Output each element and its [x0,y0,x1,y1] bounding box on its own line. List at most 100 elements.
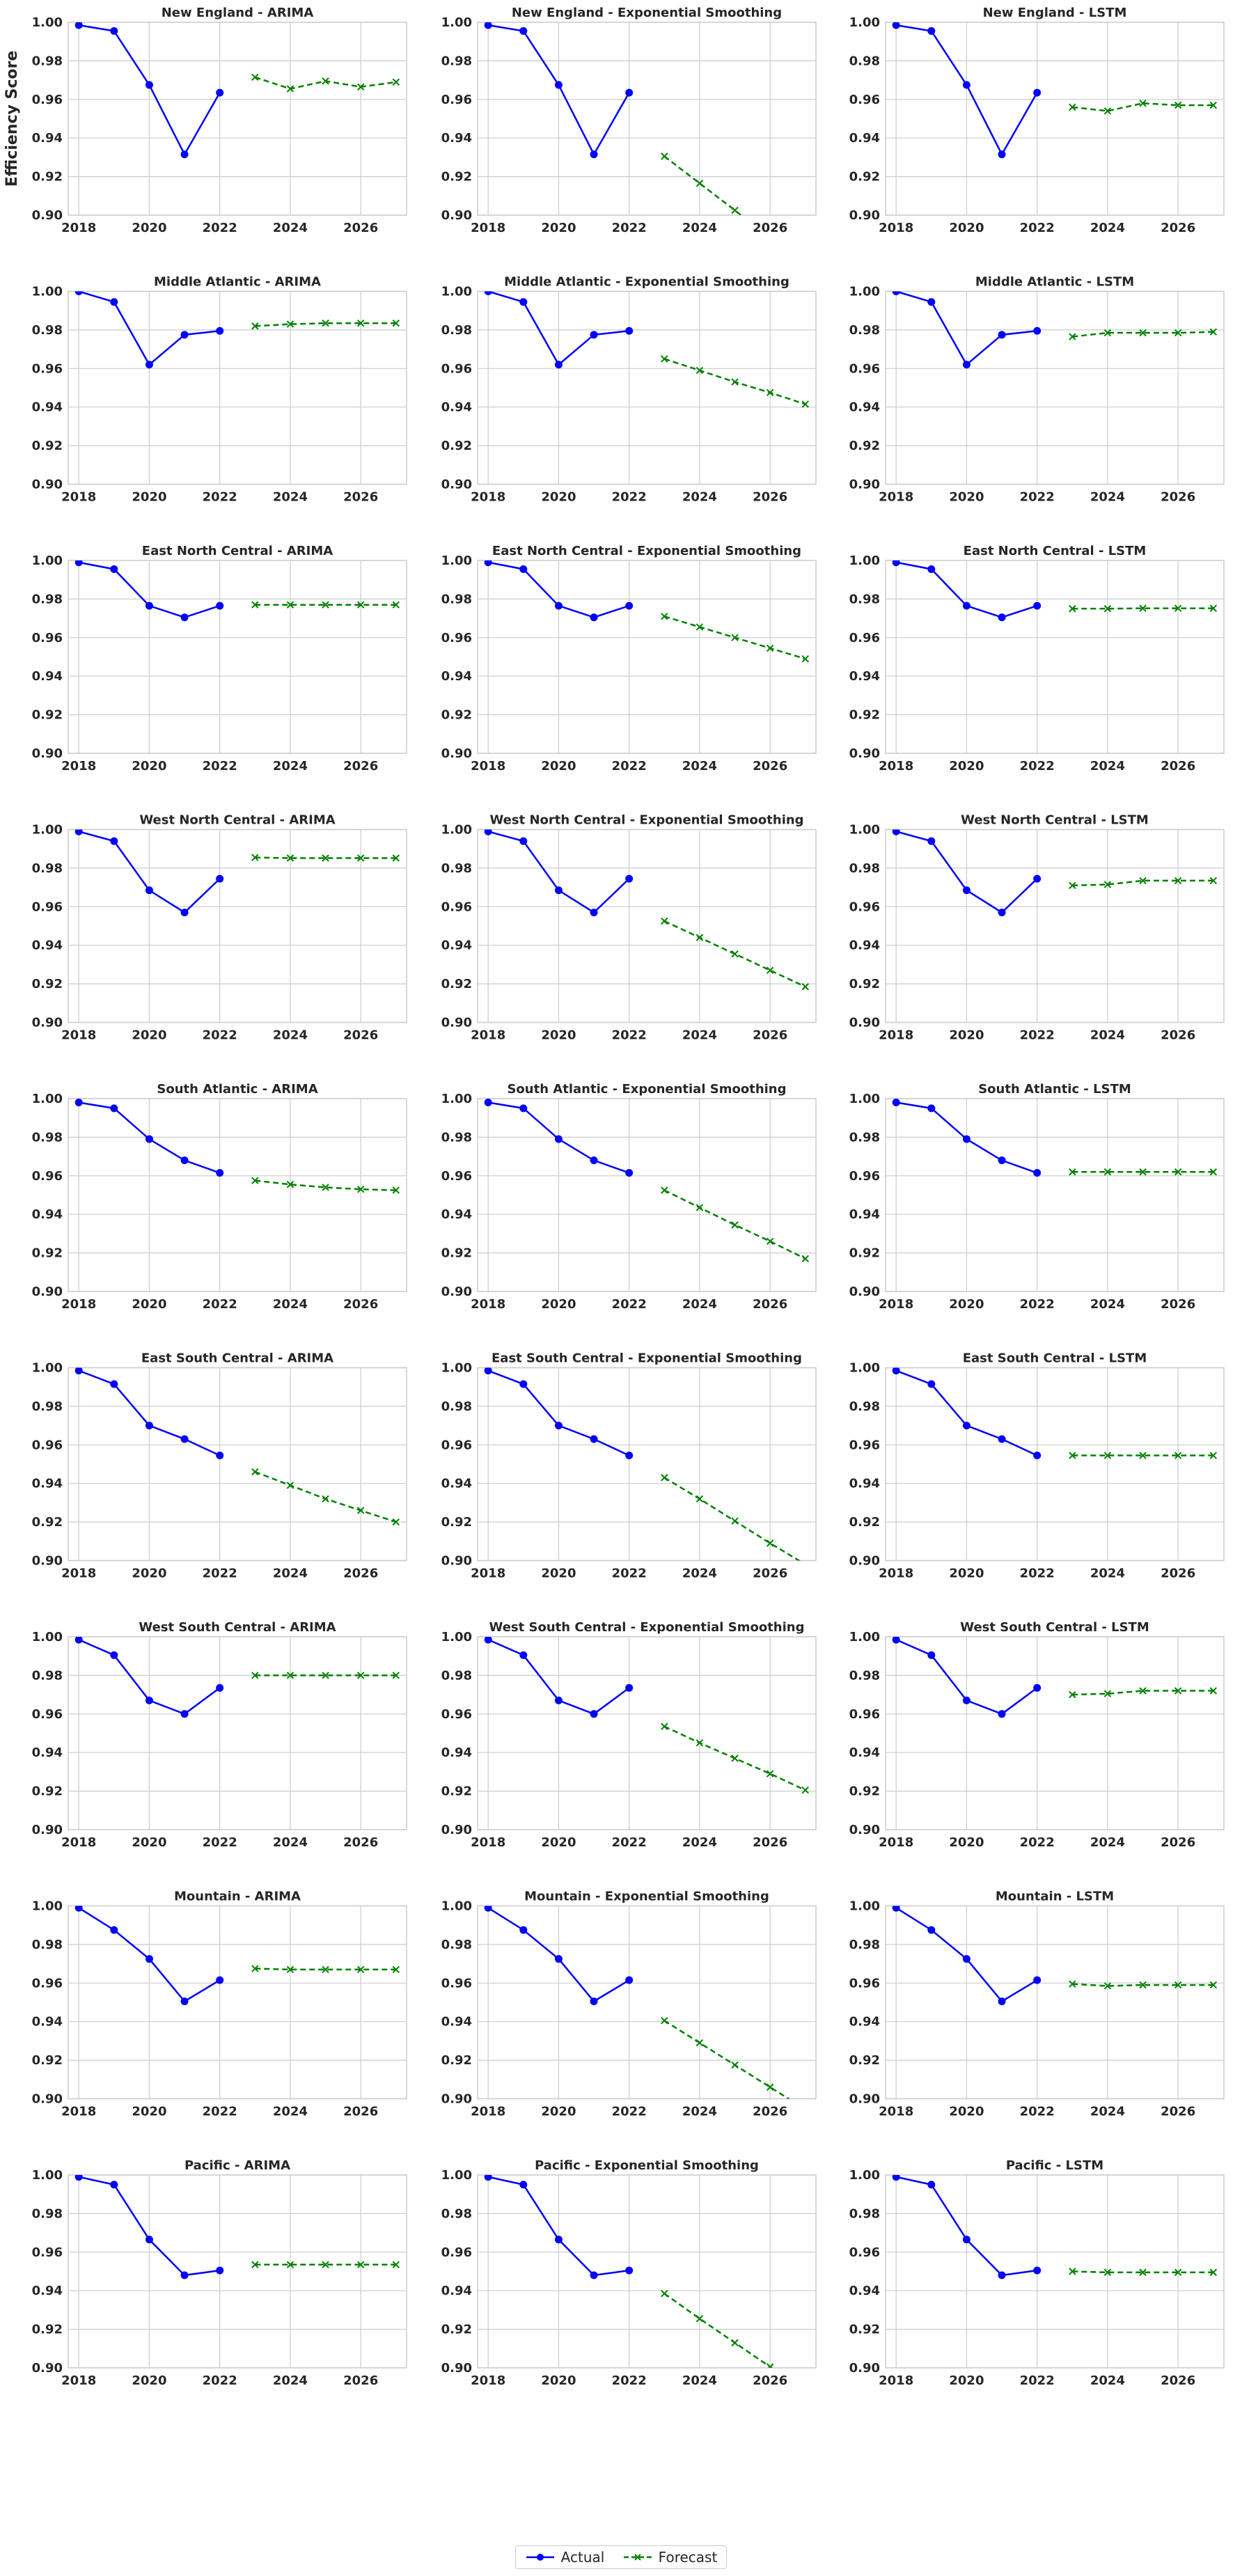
y-tick-label: 0.92 [32,977,63,991]
actual-point [110,565,118,573]
actual-point [519,298,528,306]
y-tick-label: 0.92 [32,708,63,723]
forecast-point [1103,1982,1112,1990]
forecast-point [801,655,810,663]
actual-point [892,1637,900,1644]
actual-point [74,1637,83,1644]
actual-point [892,560,900,567]
actual-point [927,1104,936,1113]
forecast-point [1139,1168,1147,1176]
x-tick-label: 2026 [753,2373,787,2388]
y-tick-label: 1.00 [32,285,63,299]
forecast-point [1209,604,1218,612]
panel-20: West South Central - LSTM 0.90 0.92 0.94 0.9… [849,1620,1225,1850]
panel-5: Middle Atlantic - LSTM 0.90 0.92 0.94 0.96 0.… [849,275,1225,505]
y-tick-label: 0.94 [441,1745,472,1760]
actual-point [145,1955,153,1963]
x-tick-label: 2024 [273,2373,308,2388]
actual-point [962,1422,970,1430]
forecast-point [1209,877,1218,885]
actual-point [110,1380,118,1388]
actual-point [554,2236,563,2244]
forecast-point [322,2261,329,2269]
x-tick-label: 2026 [753,759,787,773]
panels: New England - ARIMA 0.90 0.92 0.94 0.96 0.98 1… [32,6,1225,2388]
y-tick-label: 0.98 [441,861,472,876]
forecast-point [392,78,400,86]
actual-point [625,1683,634,1692]
y-tick-label: 0.92 [441,439,472,453]
forecast-point [801,1786,810,1794]
x-tick-label: 2024 [682,1028,717,1043]
plot-frame [885,560,1225,754]
actual-point [892,291,900,295]
x-tick-label: 2018 [879,1566,913,1581]
x-tick-label: 2024 [273,1028,308,1043]
forecast-point [1103,107,1112,115]
forecast-point [356,854,365,862]
forecast-point [1103,605,1112,613]
y-tick-label: 0.98 [32,861,63,876]
forecast-point [322,319,329,327]
forecast-point [801,983,810,991]
actual-point [1033,327,1041,335]
actual-point [216,88,224,97]
y-tick-label: 0.98 [849,1938,880,1952]
actual-point [1033,1169,1041,1177]
forecast-point [251,1468,259,1476]
forecast-line [1072,879,1213,887]
x-tick-label: 2020 [132,1835,166,1850]
x-tick-label: 2018 [879,1835,913,1850]
forecast-point [392,1518,400,1526]
forecast-point [356,319,365,327]
plot-frame [477,290,817,485]
y-tick-label: 0.90 [849,208,880,223]
forecast-point [661,1186,668,1194]
panel-16: East South Central - Exponential Smoothi… [441,1351,817,1581]
y-tick-label: 0.96 [441,900,472,914]
forecast-point [802,2106,808,2112]
y-tick-label: 0.96 [32,1169,63,1184]
x-tick-label: 2024 [273,1297,308,1312]
forecast-point [356,601,365,608]
forecast-point [1103,1168,1112,1176]
panel-title: South Atlantic - ARIMA [157,1082,317,1097]
plot-frame [68,828,407,1023]
forecast-point [392,2261,400,2269]
panel-3: Middle Atlantic - ARIMA 0.90 0.92 0.94 0.96 0… [32,275,407,505]
x-tick-label: 2018 [471,1297,505,1312]
forecast-point [1174,604,1182,612]
forecast-point [1209,328,1218,336]
forecast-line [255,1968,396,1971]
forecast-point [695,1495,704,1503]
y-tick-label: 0.90 [849,1016,880,1030]
x-tick-label: 2026 [343,221,378,235]
x-tick-label: 2022 [203,1028,237,1043]
y-axis-label: Efficiency Score [3,51,21,187]
y-tick-label: 0.94 [32,131,63,146]
y-tick-label: 0.92 [441,977,472,991]
y-tick-label: 0.96 [849,1976,880,1990]
forecast-point [731,1517,739,1525]
actual-point [216,1169,224,1177]
actual-point [180,1997,189,2006]
y-tick-label: 0.90 [32,1016,63,1030]
x-tick-label: 2020 [541,1028,576,1043]
actual-point [145,1422,153,1430]
y-tick-label: 0.96 [32,1438,63,1452]
x-tick-label: 2022 [203,221,237,235]
forecast-point [356,1507,365,1514]
x-tick-label: 2024 [1090,759,1125,773]
actual-point [145,1696,153,1704]
plot-frame [68,1098,407,1292]
y-tick-label: 0.92 [32,1784,63,1799]
panel-title: South Atlantic - LSTM [978,1082,1131,1097]
forecast-point [286,1672,294,1679]
actual-point [927,2181,936,2189]
forecast-point [1209,2268,1218,2277]
actual-point [484,829,492,835]
y-tick-label: 0.96 [32,361,63,376]
y-tick-label: 1.00 [441,1361,472,1376]
actual-point [180,613,189,622]
y-tick-label: 0.90 [441,478,472,492]
